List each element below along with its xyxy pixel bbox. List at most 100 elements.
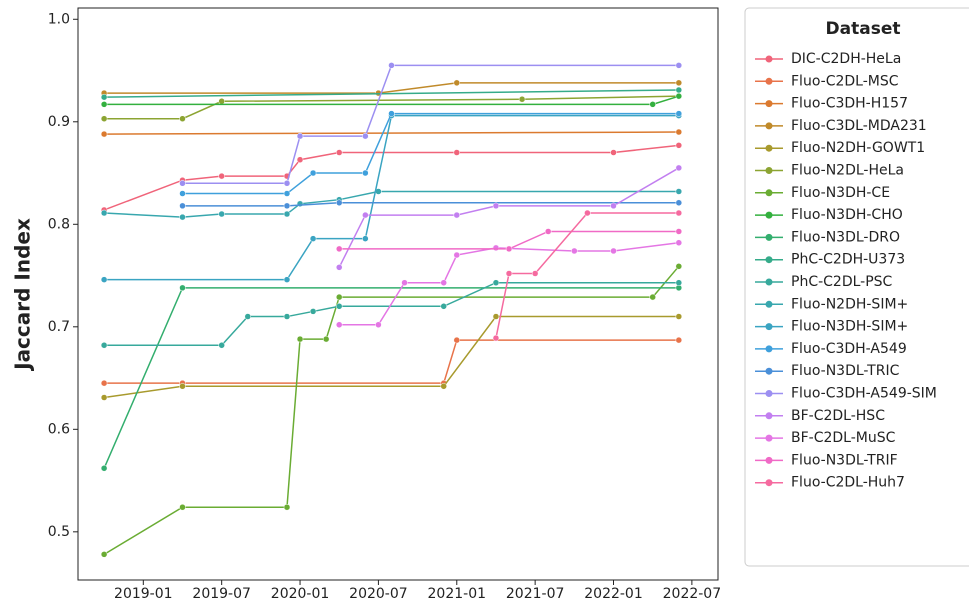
data-point <box>283 180 291 187</box>
data-point <box>375 321 382 329</box>
data-point <box>283 313 291 320</box>
x-tick-label: 2020-07 <box>349 586 408 602</box>
data-point <box>179 503 186 511</box>
data-point <box>544 228 552 235</box>
data-point <box>440 279 447 286</box>
data-point <box>610 149 617 156</box>
data-point <box>675 279 683 286</box>
x-tick-label: 2022-01 <box>584 586 643 602</box>
data-point <box>675 209 683 217</box>
data-point <box>218 342 225 349</box>
legend-label: Fluo-N2DL-HeLa <box>791 163 904 179</box>
data-point <box>309 235 317 242</box>
data-point <box>675 164 683 172</box>
data-point <box>531 270 539 277</box>
series-line <box>104 281 679 347</box>
series-line <box>104 114 679 281</box>
legend-label: Fluo-C3DL-MDA231 <box>791 118 927 134</box>
data-point <box>100 209 108 217</box>
data-point <box>179 180 186 187</box>
data-point <box>362 132 369 140</box>
data-point <box>362 211 369 219</box>
data-point <box>571 247 578 255</box>
legend-label: Fluo-C3DH-A549 <box>791 341 907 357</box>
data-point <box>453 149 461 156</box>
legend-label: Fluo-N3DL-DRO <box>791 229 900 245</box>
legend-marker <box>765 144 773 152</box>
legend-marker <box>765 211 773 219</box>
plot-frame <box>77 7 719 581</box>
legend-marker <box>765 345 773 353</box>
data-point <box>179 115 186 122</box>
series-line <box>103 287 679 469</box>
data-point <box>100 130 108 138</box>
legend-marker <box>765 412 773 420</box>
data-point <box>388 110 395 117</box>
data-point <box>335 264 343 271</box>
data-point <box>492 313 500 320</box>
legend-label: Fluo-N3DL-TRIF <box>791 452 898 468</box>
data-point <box>296 132 304 140</box>
legend-label: Fluo-C3DH-A549-SIM <box>791 386 937 402</box>
data-point <box>388 62 395 69</box>
legend-label: DIC-C2DH-HeLa <box>791 51 901 67</box>
data-point <box>100 394 108 401</box>
legend-marker <box>765 233 773 241</box>
legend-marker <box>765 390 773 397</box>
legend-marker <box>765 77 773 85</box>
y-tick-label: 0.7 <box>48 319 70 335</box>
legend-box <box>744 7 969 567</box>
data-point <box>675 199 683 207</box>
y-axis-label: Jaccard Index <box>11 218 35 372</box>
series-line <box>104 89 679 98</box>
data-point <box>283 503 291 511</box>
series-line <box>104 315 679 399</box>
legend-marker <box>765 256 773 264</box>
legend-label: Fluo-C2DL-MSC <box>791 73 899 89</box>
legend-label: Fluo-C3DH-H157 <box>791 96 908 112</box>
data-point <box>492 279 500 286</box>
data-point <box>584 209 591 217</box>
legend-label: Fluo-C2DL-Huh7 <box>791 475 905 491</box>
data-point <box>649 293 656 301</box>
x-tick-label: 2022-07 <box>663 586 722 602</box>
data-point <box>675 62 683 69</box>
data-point <box>675 79 683 87</box>
data-point <box>100 276 108 283</box>
x-tick-label: 2019-07 <box>192 586 251 602</box>
legend-label: Fluo-N3DH-CE <box>791 185 890 201</box>
series-line <box>104 131 679 135</box>
data-point <box>179 284 186 292</box>
data-point <box>440 303 447 310</box>
data-point <box>492 202 500 210</box>
series-line <box>104 339 679 384</box>
legend-label: PhC-C2DH-U373 <box>791 252 905 268</box>
data-point <box>100 93 108 101</box>
data-point <box>335 245 343 253</box>
data-point <box>283 202 291 210</box>
data-point <box>100 115 108 122</box>
series-line <box>182 202 679 207</box>
data-point <box>675 313 683 320</box>
data-point <box>283 210 291 218</box>
x-tick-label: 2019-01 <box>114 586 173 602</box>
data-point <box>505 270 513 277</box>
data-point <box>649 101 656 108</box>
y-tick-label: 1.0 <box>48 11 70 27</box>
series-line <box>182 64 679 185</box>
data-point <box>179 190 186 197</box>
legend-marker <box>765 434 773 442</box>
data-point <box>179 202 186 210</box>
data-point <box>453 336 461 344</box>
legend-label: BF-C2DL-MuSC <box>791 430 896 446</box>
legend-label: Fluo-N3DL-TRIC <box>791 363 900 379</box>
data-point <box>335 199 343 207</box>
legend-marker <box>765 189 773 197</box>
legend-label: Fluo-N3DH-SIM+ <box>791 319 908 335</box>
data-point <box>100 465 108 472</box>
data-point <box>362 169 369 177</box>
data-point <box>675 142 683 149</box>
data-point <box>218 172 225 180</box>
data-point <box>675 92 683 100</box>
